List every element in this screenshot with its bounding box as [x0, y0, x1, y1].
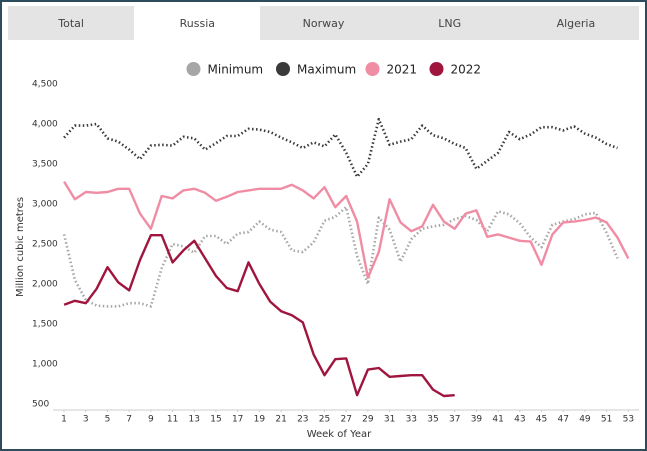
y-tick-label: 4,500	[32, 80, 58, 90]
series-line	[63, 234, 455, 398]
legend-label: 2021	[387, 63, 418, 77]
x-tick-label: 21	[275, 415, 286, 425]
x-tick-label: 35	[427, 415, 438, 425]
x-tick-label: 25	[319, 415, 330, 425]
x-tick-label: 17	[232, 415, 243, 425]
x-tick-label: 53	[623, 415, 634, 425]
x-tick-label: 39	[471, 415, 483, 425]
x-tick-label: 49	[579, 415, 591, 425]
x-tick-label: 37	[449, 415, 460, 425]
tab-bar: Total Russia Norway LNG Algeria	[8, 6, 639, 40]
x-tick-label: 9	[148, 415, 154, 425]
y-tick-label: 3,000	[32, 200, 58, 210]
x-tick-label: 45	[536, 415, 547, 425]
legend-label: Maximum	[297, 63, 356, 77]
series-line	[63, 117, 618, 179]
y-axis-title: Million cubic metres	[15, 197, 26, 297]
tab[interactable]: Russia	[134, 6, 261, 40]
x-tick-label: 29	[362, 415, 374, 425]
y-tick-label: 4,000	[32, 120, 58, 130]
y-tick-label: 3,500	[32, 160, 58, 170]
legend-marker	[365, 62, 380, 76]
y-tick-label: 500	[32, 400, 49, 410]
x-tick-label: 47	[558, 415, 569, 425]
x-tick-label: 15	[210, 415, 221, 425]
x-tick-label: 41	[492, 415, 503, 425]
y-tick-label: 2,000	[32, 280, 58, 290]
x-tick-label: 31	[384, 415, 395, 425]
x-tick-label: 7	[126, 415, 132, 425]
legend-marker	[429, 62, 444, 76]
tab[interactable]: LNG	[438, 16, 462, 30]
legend-marker	[276, 62, 290, 76]
series-line	[62, 205, 619, 308]
legend-marker	[186, 62, 201, 76]
tab[interactable]: Algeria	[556, 16, 596, 30]
tab[interactable]: Total	[58, 16, 84, 30]
y-tick-label: 1,000	[32, 360, 58, 370]
y-tick-label: 2,500	[32, 240, 58, 250]
x-tick-label: 51	[601, 415, 612, 425]
legend-label: Minimum	[208, 63, 264, 77]
y-tick-label: 1,500	[32, 320, 58, 330]
tab[interactable]: Norway	[302, 16, 345, 30]
x-axis-title: Week of Year	[307, 429, 372, 440]
x-tick-label: 3	[83, 415, 89, 425]
x-tick-label: 23	[297, 415, 308, 425]
x-tick-label: 43	[514, 415, 525, 425]
x-tick-label: 11	[167, 415, 178, 425]
x-tick-label: 33	[406, 415, 417, 425]
x-tick-label: 27	[340, 415, 351, 425]
x-tick-label: 1	[61, 415, 67, 425]
x-tick-label: 5	[105, 415, 111, 425]
series-line	[63, 180, 630, 279]
x-tick-label: 13	[189, 415, 200, 425]
legend-label: 2022	[451, 63, 482, 77]
x-tick-label: 19	[254, 415, 266, 425]
